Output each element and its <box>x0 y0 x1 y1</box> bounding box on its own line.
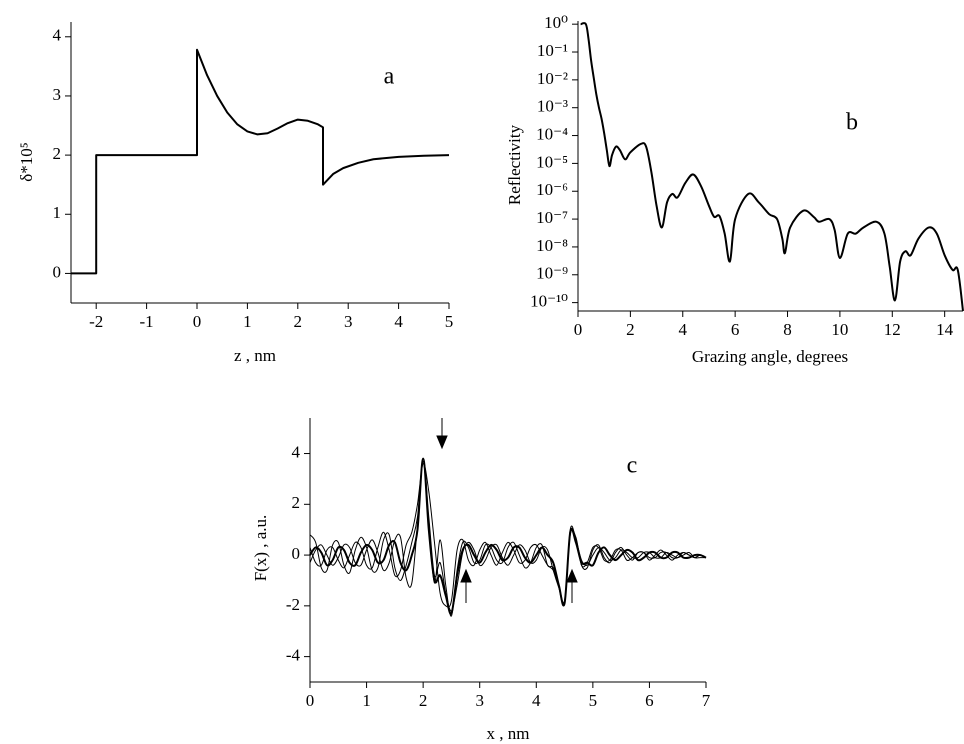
y-tick-label: 2 <box>53 144 62 163</box>
panel-label: b <box>846 110 858 136</box>
x-tick-label: 0 <box>574 320 583 339</box>
x-tick-label: 2 <box>294 312 303 331</box>
y-axis-label: Reflectivity <box>505 124 524 205</box>
x-tick-label: 4 <box>394 312 403 331</box>
y-tick-label: 10⁻² <box>537 69 568 88</box>
x-tick-label: 4 <box>532 691 541 710</box>
x-tick-label: 5 <box>589 691 598 710</box>
y-axis-label: F(x) , a.u. <box>251 515 270 582</box>
x-tick-label: 5 <box>445 312 454 331</box>
data-line <box>580 22 964 312</box>
x-tick-label: 0 <box>193 312 202 331</box>
x-tick-label: 1 <box>362 691 371 710</box>
y-tick-label: -4 <box>286 646 301 665</box>
y-tick-label: 10⁻⁸ <box>536 236 568 255</box>
y-tick-label: 4 <box>53 26 62 45</box>
y-tick-label: -2 <box>286 595 300 614</box>
x-tick-label: -1 <box>140 312 154 331</box>
x-tick-label: 10 <box>831 320 848 339</box>
x-tick-label: 2 <box>419 691 428 710</box>
chart: -2 -1 0 1 2 3 4 5 0 1 2 3 4 z , nm δ*10⁵ a <box>17 22 453 365</box>
chart: 0 2 4 6 8 10 12 14 10⁻¹⁰ 10⁻⁹ 10⁻⁸ 10⁻⁷ 10⁻⁶ 10⁻⁵ 10⁻⁴… <box>505 13 964 366</box>
x-tick-label: -2 <box>89 312 103 331</box>
data-line <box>309 458 706 612</box>
x-tick-label: 8 <box>783 320 792 339</box>
x-axis-label: Grazing angle, degrees <box>692 347 848 366</box>
y-axis-label: δ*10⁵ <box>17 142 36 182</box>
data-line <box>309 460 707 617</box>
x-tick-label: 3 <box>344 312 353 331</box>
x-tick-label: 4 <box>679 320 688 339</box>
y-tick-label: 0 <box>53 262 62 281</box>
x-tick-label: 6 <box>645 691 654 710</box>
y-tick-label: 10⁻¹ <box>537 41 568 60</box>
x-tick-label: 14 <box>936 320 954 339</box>
y-tick-label: 1 <box>53 203 62 222</box>
y-tick-label: 10⁻⁹ <box>536 264 568 283</box>
y-tick-label: 10⁻⁶ <box>536 180 568 199</box>
arrows <box>436 418 578 603</box>
y-tick-label: 10⁻⁴ <box>536 124 568 143</box>
y-tick-label: 10⁻¹⁰ <box>530 292 568 311</box>
x-tick-label: 0 <box>306 691 315 710</box>
data-line <box>71 48 450 275</box>
panel-label: c <box>627 453 638 479</box>
x-tick-label: 12 <box>884 320 901 339</box>
y-tick-label: 3 <box>53 85 62 104</box>
y-tick-label: 10⁻⁷ <box>536 208 568 227</box>
y-tick-label: 2 <box>292 493 301 512</box>
data-line <box>309 457 707 615</box>
x-tick-label: 7 <box>702 691 711 710</box>
x-tick-label: 2 <box>626 320 635 339</box>
y-tick-label: 10⁻³ <box>537 97 568 116</box>
arrow-head <box>460 568 472 583</box>
y-tick-label: 10⁻⁵ <box>536 152 568 171</box>
y-tick-label: 0 <box>292 544 301 563</box>
x-axis-label: z , nm <box>234 346 276 365</box>
panel-label: a <box>384 64 395 90</box>
data-line <box>309 463 707 608</box>
y-tick-label: 10⁰ <box>544 13 568 32</box>
y-tick-label: 4 <box>292 442 301 461</box>
x-tick-label: 3 <box>475 691 484 710</box>
x-tick-label: 1 <box>243 312 252 331</box>
arrow-head <box>436 435 448 450</box>
x-tick-label: 6 <box>731 320 740 339</box>
arrow-head <box>566 568 578 583</box>
x-axis-label: x , nm <box>487 724 530 743</box>
